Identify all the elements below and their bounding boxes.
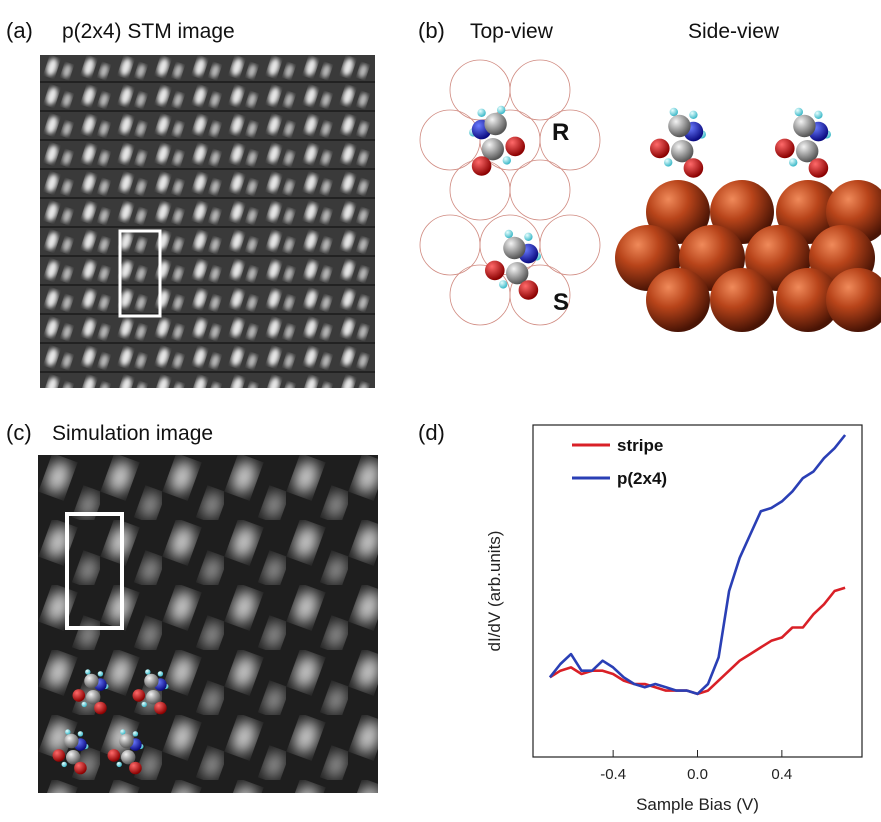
figure: (a) p(2x4) STM image (b) Top-view Side-v… [0,0,881,817]
atom [793,115,815,137]
chirality-label: R [552,119,569,146]
atom [670,108,678,116]
atom [477,109,485,117]
atom [158,671,163,676]
atom [519,280,539,300]
chart: -0.4 0.0 0.4 Sample Bias (V) dI/dV (arb.unit… [485,425,862,814]
data-line [550,435,845,694]
atom [503,156,511,164]
atom [61,762,66,767]
atom [98,671,103,676]
atom [814,111,822,119]
atom [775,139,795,159]
view-title: Top-view [470,20,554,43]
atom [73,689,86,702]
panel-label: (c) [6,420,32,445]
atom [119,734,133,748]
data-line [550,588,845,694]
atom [74,762,87,775]
atom [94,702,107,715]
atom [484,113,506,135]
panel-label: (d) [418,420,445,445]
atom [503,237,525,259]
plot-frame [533,425,862,757]
atom [795,108,803,116]
atom [84,674,98,688]
atom [65,729,70,734]
panel-title: Simulation image [52,422,213,445]
atom [133,731,138,736]
y-axis-label: dI/dV (arb.units) [485,531,504,652]
atom [809,158,829,178]
atom [53,749,66,762]
atom [499,280,507,288]
atom [117,762,122,767]
atom [650,139,670,159]
atom [145,669,150,674]
atom [154,702,167,715]
top-view [420,60,600,325]
atom [142,702,147,707]
atom [129,762,142,775]
view-title: Side-view [688,20,780,43]
legend-label: p(2x4) [617,469,667,488]
atom [524,233,532,241]
atom [668,115,690,137]
atom [684,158,704,178]
panel-title: p(2x4) STM image [62,20,235,43]
atom [472,156,492,176]
atom [82,702,87,707]
atom [789,158,797,166]
atom [85,669,90,674]
atom [108,749,121,762]
x-tick-label: 0.0 [687,766,708,783]
copper-atom [646,268,710,332]
x-axis-label: Sample Bias (V) [636,795,759,814]
atom [78,731,83,736]
side-view [615,108,881,332]
simulation-image [38,455,378,793]
atom [497,106,505,114]
chirality-label: S [553,289,569,316]
panel-label: (b) [418,18,445,43]
x-tick-label: 0.4 [771,766,792,783]
atom [133,689,146,702]
x-tick-label: -0.4 [600,766,626,783]
atom [505,230,513,238]
atom [64,734,78,748]
atom [144,674,158,688]
atom [689,111,697,119]
stm-image [40,55,375,388]
copper-atom [710,268,774,332]
surface-atom [510,160,570,220]
panel-label: (a) [6,18,33,43]
atom [664,158,672,166]
atom [120,729,125,734]
legend-label: stripe [617,436,663,455]
atom [505,137,525,157]
atom [485,261,505,281]
